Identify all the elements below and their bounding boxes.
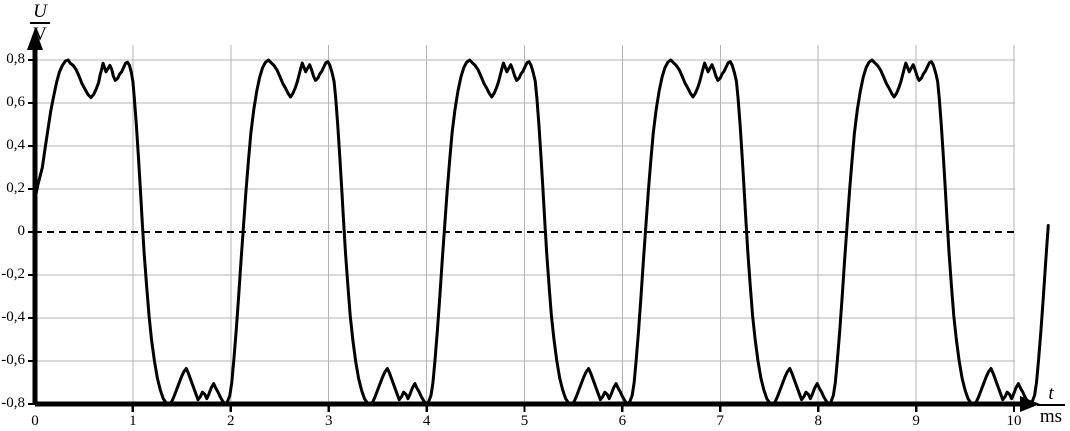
x-tick-label: 0: [31, 413, 39, 429]
x-axis-quantity: t: [1048, 383, 1054, 404]
y-tick-label: 0,6: [6, 94, 25, 110]
x-tick-label: 4: [422, 413, 431, 429]
x-tick-label: 2: [227, 413, 235, 429]
y-tick-label: 0: [17, 223, 26, 239]
x-tick-label: 9: [912, 413, 920, 429]
y-tick-label: -0,2: [1, 266, 25, 282]
y-axis-quantity: U: [33, 1, 47, 22]
x-tick-label: 8: [814, 413, 822, 429]
y-tick-label: -0,4: [1, 309, 25, 325]
y-tick-label: -0,6: [1, 352, 25, 368]
gridlines: [35, 45, 1015, 405]
waveform-trace: [33, 58, 1050, 406]
fraction-bar: [30, 22, 50, 24]
x-tick-label: 1: [129, 413, 137, 429]
axes: [27, 28, 1040, 412]
fraction-bar: [1036, 404, 1066, 406]
x-tick-label: 7: [716, 413, 725, 429]
tick-marks: [28, 58, 1016, 412]
y-tick-label: 0,8: [6, 51, 25, 67]
y-axis-unit: V: [33, 24, 47, 45]
x-tick-label: 6: [618, 413, 627, 429]
x-axis-label: t ms: [1032, 384, 1070, 427]
x-axis-unit: ms: [1039, 406, 1063, 427]
x-tick-label: 10: [1006, 413, 1022, 429]
y-axis-label: U V: [18, 2, 62, 45]
x-tick-label: 3: [324, 413, 333, 429]
y-tick-label: 0,2: [6, 180, 25, 196]
y-tick-label: 0,4: [6, 137, 25, 153]
x-tick-label: 5: [520, 413, 529, 429]
y-tick-label: -0,8: [1, 395, 25, 411]
